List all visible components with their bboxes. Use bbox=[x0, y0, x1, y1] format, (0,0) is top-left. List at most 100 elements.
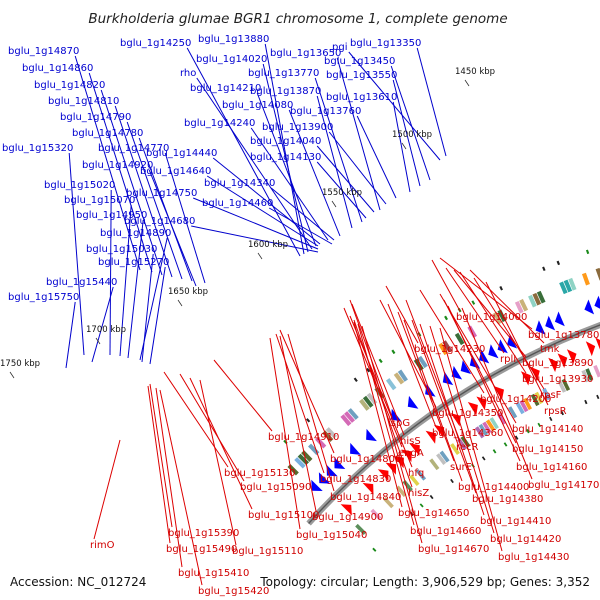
reverse-gene-label: bglu_1g14900 bbox=[312, 512, 383, 523]
forward-gene-label: bglu_1g14780 bbox=[72, 128, 143, 139]
forward-gene-label: bglu_1g13350 bbox=[350, 38, 421, 49]
forward-label-connector bbox=[91, 286, 114, 363]
forward-cog-band bbox=[297, 453, 310, 466]
reverse-gene-arrow bbox=[548, 357, 558, 373]
reverse-cog-band bbox=[515, 401, 525, 415]
reverse-gene-arrow bbox=[520, 371, 531, 386]
kbp-tick-label: 1500 kbp bbox=[392, 130, 432, 140]
reverse-gene-label: bglu_1g15040 bbox=[296, 530, 367, 541]
reverse-label-connector bbox=[93, 439, 121, 540]
forward-cog-band bbox=[344, 411, 356, 423]
reverse-cog-band bbox=[355, 523, 367, 535]
reverse-gene-label: bglu_1g13780 bbox=[528, 330, 599, 341]
forward-label-connector bbox=[126, 121, 183, 280]
reverse-label-connector bbox=[385, 285, 419, 344]
forward-cog-band bbox=[359, 398, 370, 411]
reverse-gene-label: bglu_1g14140 bbox=[512, 424, 583, 435]
kbp-ticks: 1450 kbp 1500 kbp 1550 kbp 1600 kbp 1650 kbp… bbox=[0, 67, 495, 379]
kbp-tick-label: 1700 kbp bbox=[86, 325, 126, 335]
forward-gene-label: bglu_1g15750 bbox=[8, 292, 79, 303]
reverse-gene-label: bglu_1g14840 bbox=[330, 492, 401, 503]
reverse-label-connector bbox=[357, 323, 415, 526]
reverse-gene-arrow bbox=[467, 402, 478, 416]
forward-gene-label: bglu_1g14040 bbox=[250, 136, 321, 147]
reverse-gene-label: bglu_1g14350 bbox=[432, 408, 503, 419]
forward-gene-label: bglu_1g13550 bbox=[326, 70, 397, 81]
reverse-gene-label: bglu_1g14830 bbox=[320, 474, 391, 485]
kbp-tick-label: 1550 kbp bbox=[322, 188, 362, 198]
kbp-tick-mark bbox=[257, 252, 263, 260]
reverse-label-connector bbox=[351, 303, 405, 436]
forward-gene-arrow bbox=[584, 299, 595, 315]
forward-label-connector bbox=[186, 47, 301, 257]
reverse-label-connector bbox=[213, 359, 273, 432]
reverse-gene-arrow bbox=[595, 337, 600, 350]
forward-label-connector bbox=[100, 89, 163, 276]
gc-marker bbox=[305, 418, 311, 423]
reverse-cog-band bbox=[534, 391, 544, 405]
reverse-gene-arrow bbox=[409, 443, 420, 456]
kbp-tick-mark bbox=[177, 299, 183, 307]
reverse-gene-label: bglu_1g14000 bbox=[456, 312, 527, 323]
forward-gene-label: pgi bbox=[332, 42, 347, 53]
gc-marker bbox=[471, 300, 476, 305]
reverse-gene-label: bglu_1g15490 bbox=[166, 544, 237, 555]
reverse-gene-label: recR bbox=[456, 442, 479, 453]
forward-cog-band bbox=[287, 464, 299, 476]
forward-gene-label: bglu_1g14820 bbox=[34, 80, 105, 91]
forward-label-connector bbox=[212, 157, 321, 245]
reverse-label-connector bbox=[179, 373, 245, 482]
forward-label-connector bbox=[149, 266, 166, 365]
reverse-label-connector bbox=[411, 319, 477, 494]
reverse-cog-band bbox=[439, 450, 450, 463]
forward-gene-label: bglu_1g14750 bbox=[126, 188, 197, 199]
reverse-cog-band bbox=[482, 421, 492, 434]
forward-label-connector bbox=[268, 207, 333, 245]
forward-label-connector bbox=[392, 79, 421, 187]
forward-gene-arrow bbox=[460, 360, 472, 374]
gene-labels: bglu_1g14870bglu_1g14860bglu_1g14820bglu… bbox=[2, 34, 599, 597]
reverse-gene-label: ispG bbox=[388, 418, 410, 429]
reverse-cog-band bbox=[523, 397, 533, 411]
gc-marker bbox=[556, 260, 561, 266]
reverse-cog-band bbox=[478, 423, 489, 437]
gc-marker bbox=[429, 494, 434, 500]
forward-cog-band bbox=[308, 443, 320, 456]
forward-label-connector bbox=[141, 253, 154, 363]
gc-marker bbox=[353, 377, 358, 382]
forward-label-connector bbox=[65, 301, 76, 369]
forward-gene-arrow bbox=[488, 344, 499, 359]
reverse-gene-label: hfq bbox=[408, 468, 424, 479]
reverse-gene-label: bglu_1g14170 bbox=[528, 480, 599, 491]
reverse-gene-arrow bbox=[340, 504, 352, 516]
reverse-label-connector bbox=[275, 333, 325, 474]
reverse-label-connector bbox=[269, 337, 301, 530]
label-connectors bbox=[65, 43, 549, 586]
reverse-label-connector bbox=[469, 269, 545, 344]
reverse-cog-band bbox=[593, 364, 600, 378]
reverse-gene-label: bglu_1g15100 bbox=[248, 510, 319, 521]
reverse-label-connector bbox=[155, 387, 183, 568]
forward-gene-label: bglu_1g15320 bbox=[2, 143, 73, 154]
reverse-gene-label: bglu_1g14910 bbox=[268, 432, 339, 443]
forward-gene-label: bglu_1g14640 bbox=[140, 166, 211, 177]
forward-cog-band bbox=[532, 292, 542, 306]
reverse-cog-band bbox=[474, 426, 485, 439]
reverse-label-connector bbox=[149, 383, 173, 528]
forward-cog-band bbox=[454, 332, 465, 346]
forward-cog-band bbox=[497, 309, 507, 323]
reverse-gene-label: hisZ bbox=[408, 488, 429, 499]
forward-label-connector bbox=[68, 152, 85, 356]
forward-gene-label: bglu_1g14340 bbox=[204, 178, 275, 189]
reverse-gene-label: bglu_1g14230 bbox=[414, 344, 485, 355]
forward-gene-label: bglu_1g15070 bbox=[64, 195, 135, 206]
reverse-cog-band bbox=[409, 474, 420, 487]
forward-gene-label: bglu_1g14130 bbox=[250, 152, 321, 163]
reverse-label-connector bbox=[431, 259, 461, 312]
forward-label-connector bbox=[109, 189, 112, 356]
kbp-tick-mark bbox=[401, 142, 407, 150]
gc-marker bbox=[585, 249, 590, 255]
forward-gene-label: bglu_1g14870 bbox=[8, 46, 79, 57]
forward-label-connector bbox=[114, 105, 173, 278]
gc-marker bbox=[596, 394, 600, 400]
